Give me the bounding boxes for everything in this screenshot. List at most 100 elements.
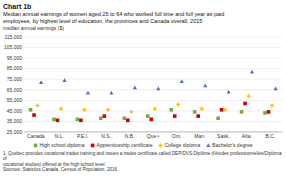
grid xyxy=(24,37,282,132)
legend-marker xyxy=(91,144,95,148)
legend-label: High school diploma xyxy=(40,142,85,148)
point xyxy=(36,104,40,108)
legend-marker xyxy=(158,143,162,147)
legend: High school diploma Apprenticeship certif… xyxy=(34,142,253,148)
point xyxy=(273,87,277,91)
legend-item: College diploma xyxy=(158,142,200,148)
footnote: vocational studies) offered at the high … xyxy=(3,162,106,167)
point xyxy=(196,114,200,118)
legend-marker xyxy=(206,143,210,147)
footnote: 1. Quebec provides vocational trades tra… xyxy=(3,151,283,162)
y-tick-label: 55,000 xyxy=(7,97,23,103)
legend-label: Apprenticeship certificate xyxy=(97,142,153,148)
legend-marker xyxy=(34,144,38,148)
x-tick-label: Que.¹ xyxy=(147,133,160,139)
point xyxy=(263,111,267,115)
text-line: vocational studies) offered at the high … xyxy=(3,162,106,167)
y-tick-label: 35,000 xyxy=(7,118,23,124)
point xyxy=(99,116,103,120)
y-tick-label: 25,000 xyxy=(7,129,23,135)
x-tick-label: Sask. xyxy=(217,133,230,139)
point xyxy=(270,104,274,108)
point xyxy=(29,108,33,112)
x-tick-label: Ont. xyxy=(172,133,181,139)
point xyxy=(193,110,197,114)
chart: Chart 1bMedian annual earnings of women … xyxy=(0,0,286,176)
y-axis: 25,000 35,000 45,000 55,000 65,000 75,000 85,0… xyxy=(4,34,22,135)
grid-line xyxy=(24,100,282,101)
grid-line xyxy=(24,37,282,38)
text-line: median annual earnings ($) xyxy=(3,25,64,31)
x-tick-label: Alta. xyxy=(242,133,252,139)
point xyxy=(243,102,247,106)
point xyxy=(149,117,153,121)
point xyxy=(56,119,60,123)
y-tick-label: 85,000 xyxy=(7,65,23,71)
point xyxy=(133,86,137,90)
series xyxy=(36,94,274,114)
point xyxy=(223,108,227,112)
y-tick-label: 75,000 xyxy=(7,76,23,82)
x-tick-label: Man. xyxy=(194,133,205,139)
text-line: Median annual earnings of women aged 25 … xyxy=(3,11,224,17)
point xyxy=(173,114,177,118)
x-axis-labels: Canada N.L. P.E.I. N.S. N.B. Que.¹ Ont. Man. Sas… xyxy=(27,133,275,139)
text-line: Chart 1b xyxy=(3,3,31,10)
grid-line xyxy=(24,47,282,48)
point xyxy=(39,80,43,84)
point xyxy=(62,78,66,82)
series xyxy=(39,70,278,95)
grid-line xyxy=(24,58,282,59)
text-line: of xyxy=(3,156,8,161)
point xyxy=(200,107,204,111)
point xyxy=(79,119,83,123)
y-tick-label: 95,000 xyxy=(7,55,23,61)
point xyxy=(153,107,157,111)
legend-label: Bachelor's degree xyxy=(212,142,252,148)
text-line: 1. Quebec provides vocational trades tra… xyxy=(3,151,283,156)
y-axis-label: median annual earnings ($) xyxy=(3,25,64,31)
subtitle: employees, by highest level of education… xyxy=(3,18,202,24)
point xyxy=(247,94,251,98)
legend-item: Apprenticeship certificate xyxy=(91,142,153,148)
y-tick-label: 65,000 xyxy=(7,87,23,93)
point xyxy=(227,90,231,94)
point xyxy=(106,108,110,112)
point xyxy=(169,108,173,112)
point xyxy=(86,91,90,95)
x-tick-label: Canada xyxy=(27,133,45,139)
series xyxy=(32,102,270,122)
legend-item: Bachelor's degree xyxy=(206,142,252,148)
legend-item: High school diploma xyxy=(34,142,85,148)
x-tick-label: N.L. xyxy=(55,133,64,139)
series xyxy=(29,108,267,121)
point xyxy=(146,114,150,118)
marks xyxy=(29,70,278,122)
point xyxy=(126,119,130,123)
point xyxy=(52,117,56,121)
x-tick-label: P.E.I. xyxy=(77,133,89,139)
point xyxy=(180,79,184,83)
grid-line xyxy=(24,89,282,90)
x-tick-label: N.B. xyxy=(125,133,135,139)
point xyxy=(250,70,254,74)
point xyxy=(267,110,271,114)
point xyxy=(156,87,160,91)
point xyxy=(123,116,127,120)
point xyxy=(129,110,133,114)
subtitle: Median annual earnings of women aged 25 … xyxy=(3,11,224,17)
y-tick-label: 45,000 xyxy=(7,108,23,114)
y-tick-label: 105,000 xyxy=(4,44,22,50)
footnote: Sources: Statistics Canada, Census of Po… xyxy=(3,167,118,172)
point xyxy=(59,107,63,111)
legend-label: College diploma xyxy=(164,142,200,148)
point xyxy=(103,114,107,118)
point xyxy=(240,110,244,114)
y-tick-label: 115,000 xyxy=(4,34,22,40)
text-line: employees, by highest level of education… xyxy=(3,18,202,24)
point xyxy=(216,116,220,120)
point xyxy=(176,103,180,107)
title: Chart 1b xyxy=(3,3,31,10)
x-tick-label: N.S. xyxy=(101,133,111,139)
grid-line xyxy=(24,79,282,80)
